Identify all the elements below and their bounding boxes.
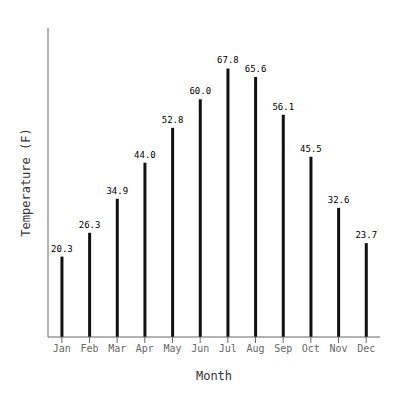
svg-text:23.7: 23.7	[355, 230, 377, 240]
svg-text:Jun: Jun	[191, 343, 209, 354]
svg-text:Aug: Aug	[246, 343, 264, 354]
svg-text:Jul: Jul	[219, 343, 237, 354]
svg-text:60.0: 60.0	[189, 86, 211, 96]
svg-text:45.5: 45.5	[300, 144, 322, 154]
svg-text:Sep: Sep	[274, 343, 292, 354]
svg-text:26.3: 26.3	[79, 220, 101, 230]
svg-text:65.6: 65.6	[245, 64, 267, 74]
svg-text:Apr: Apr	[136, 343, 154, 354]
svg-text:52.8: 52.8	[162, 115, 184, 125]
svg-text:Oct: Oct	[302, 343, 320, 354]
svg-text:Feb: Feb	[80, 343, 98, 354]
svg-text:May: May	[163, 343, 181, 354]
svg-text:Dec: Dec	[357, 343, 375, 354]
svg-text:67.8: 67.8	[217, 55, 239, 65]
svg-text:Temperature (F): Temperature (F)	[19, 128, 33, 236]
svg-text:Jan: Jan	[53, 343, 71, 354]
svg-text:56.1: 56.1	[272, 102, 294, 112]
svg-text:Nov: Nov	[329, 343, 347, 354]
svg-text:20.3: 20.3	[51, 244, 73, 254]
svg-text:Mar: Mar	[108, 343, 126, 354]
svg-text:34.9: 34.9	[106, 186, 128, 196]
svg-text:Month: Month	[196, 369, 232, 383]
svg-text:44.0: 44.0	[134, 150, 156, 160]
svg-text:32.6: 32.6	[328, 195, 350, 205]
